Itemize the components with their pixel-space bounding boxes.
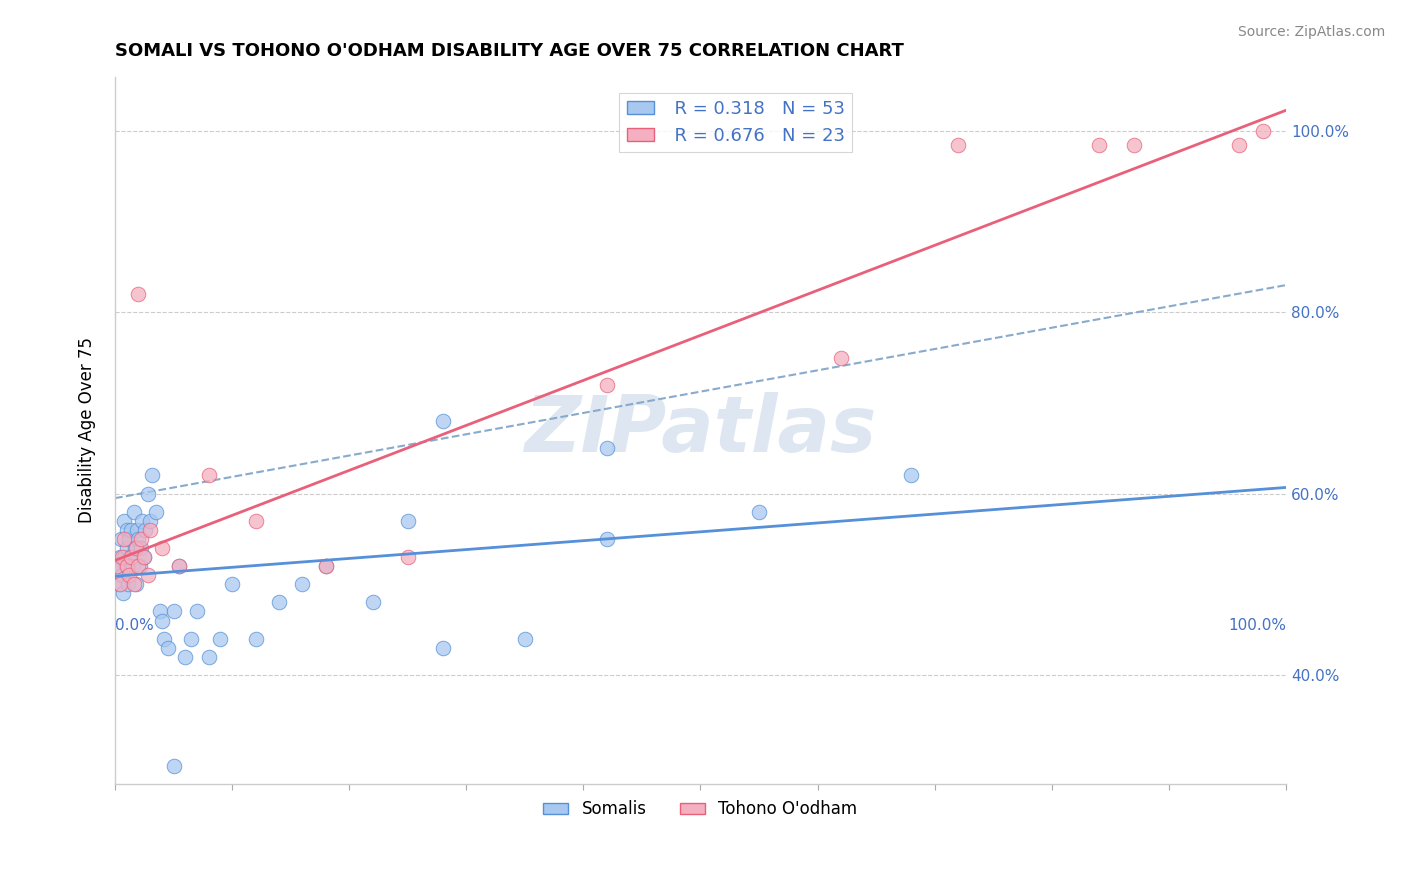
Text: 100.0%: 100.0% bbox=[1227, 617, 1286, 632]
Point bbox=[197, 468, 219, 483]
Point bbox=[145, 505, 167, 519]
Point bbox=[124, 541, 146, 555]
Point bbox=[122, 505, 145, 519]
Point bbox=[134, 550, 156, 565]
Point bbox=[830, 351, 852, 365]
Point bbox=[127, 287, 149, 301]
Point bbox=[1087, 137, 1109, 152]
Point bbox=[396, 514, 419, 528]
Point bbox=[112, 532, 135, 546]
Point bbox=[120, 550, 142, 565]
Point bbox=[112, 586, 135, 600]
Point bbox=[141, 468, 163, 483]
Point bbox=[107, 577, 129, 591]
Point bbox=[162, 758, 184, 772]
Point bbox=[118, 568, 141, 582]
Point bbox=[432, 640, 454, 655]
Point bbox=[315, 559, 337, 574]
Point bbox=[122, 577, 145, 591]
Point bbox=[134, 550, 156, 565]
Y-axis label: Disability Age Over 75: Disability Age Over 75 bbox=[79, 337, 96, 524]
Point bbox=[148, 605, 170, 619]
Point bbox=[156, 640, 179, 655]
Point bbox=[169, 559, 191, 574]
Text: Source: ZipAtlas.com: Source: ZipAtlas.com bbox=[1237, 25, 1385, 39]
Point bbox=[112, 514, 135, 528]
Point bbox=[315, 559, 337, 574]
Point bbox=[112, 550, 135, 565]
Point bbox=[596, 442, 619, 456]
Point bbox=[128, 559, 150, 574]
Point bbox=[139, 523, 162, 537]
Point bbox=[748, 505, 770, 519]
Point bbox=[153, 632, 176, 646]
Point bbox=[1251, 124, 1274, 138]
Point bbox=[110, 532, 132, 546]
Point bbox=[291, 577, 314, 591]
Point bbox=[127, 559, 149, 574]
Point bbox=[267, 595, 290, 609]
Point bbox=[221, 577, 243, 591]
Point bbox=[361, 595, 384, 609]
Point bbox=[131, 514, 153, 528]
Point bbox=[121, 559, 143, 574]
Point bbox=[115, 559, 138, 574]
Point bbox=[197, 649, 219, 664]
Point bbox=[127, 532, 149, 546]
Point bbox=[108, 550, 131, 565]
Point bbox=[169, 559, 191, 574]
Point bbox=[150, 541, 173, 555]
Point bbox=[117, 577, 139, 591]
Point bbox=[900, 468, 922, 483]
Point bbox=[946, 137, 969, 152]
Point bbox=[596, 532, 619, 546]
Point bbox=[513, 632, 536, 646]
Point bbox=[180, 632, 202, 646]
Point bbox=[115, 523, 138, 537]
Point bbox=[129, 541, 152, 555]
Point bbox=[136, 486, 159, 500]
Point bbox=[209, 632, 232, 646]
Point bbox=[136, 568, 159, 582]
Point bbox=[108, 577, 131, 591]
Point bbox=[174, 649, 197, 664]
Point bbox=[162, 605, 184, 619]
Point bbox=[120, 550, 142, 565]
Point bbox=[111, 568, 134, 582]
Point bbox=[150, 614, 173, 628]
Point bbox=[105, 559, 128, 574]
Point bbox=[134, 523, 156, 537]
Point bbox=[127, 523, 149, 537]
Point bbox=[118, 532, 141, 546]
Point bbox=[245, 514, 267, 528]
Point bbox=[114, 559, 136, 574]
Text: ZIPatlas: ZIPatlas bbox=[524, 392, 876, 468]
Point bbox=[115, 541, 138, 555]
Point bbox=[139, 514, 162, 528]
Point bbox=[245, 632, 267, 646]
Text: SOMALI VS TOHONO O'ODHAM DISABILITY AGE OVER 75 CORRELATION CHART: SOMALI VS TOHONO O'ODHAM DISABILITY AGE … bbox=[115, 42, 904, 60]
Point bbox=[129, 532, 152, 546]
Text: 0.0%: 0.0% bbox=[115, 617, 153, 632]
Point bbox=[125, 541, 148, 555]
Point bbox=[432, 414, 454, 428]
Point bbox=[396, 550, 419, 565]
Point bbox=[186, 605, 208, 619]
Point bbox=[125, 577, 148, 591]
Legend: Somalis, Tohono O'odham: Somalis, Tohono O'odham bbox=[537, 794, 865, 825]
Point bbox=[1122, 137, 1144, 152]
Point bbox=[596, 377, 619, 392]
Point bbox=[105, 559, 128, 574]
Point bbox=[111, 550, 134, 565]
Point bbox=[120, 523, 142, 537]
Point bbox=[1227, 137, 1250, 152]
